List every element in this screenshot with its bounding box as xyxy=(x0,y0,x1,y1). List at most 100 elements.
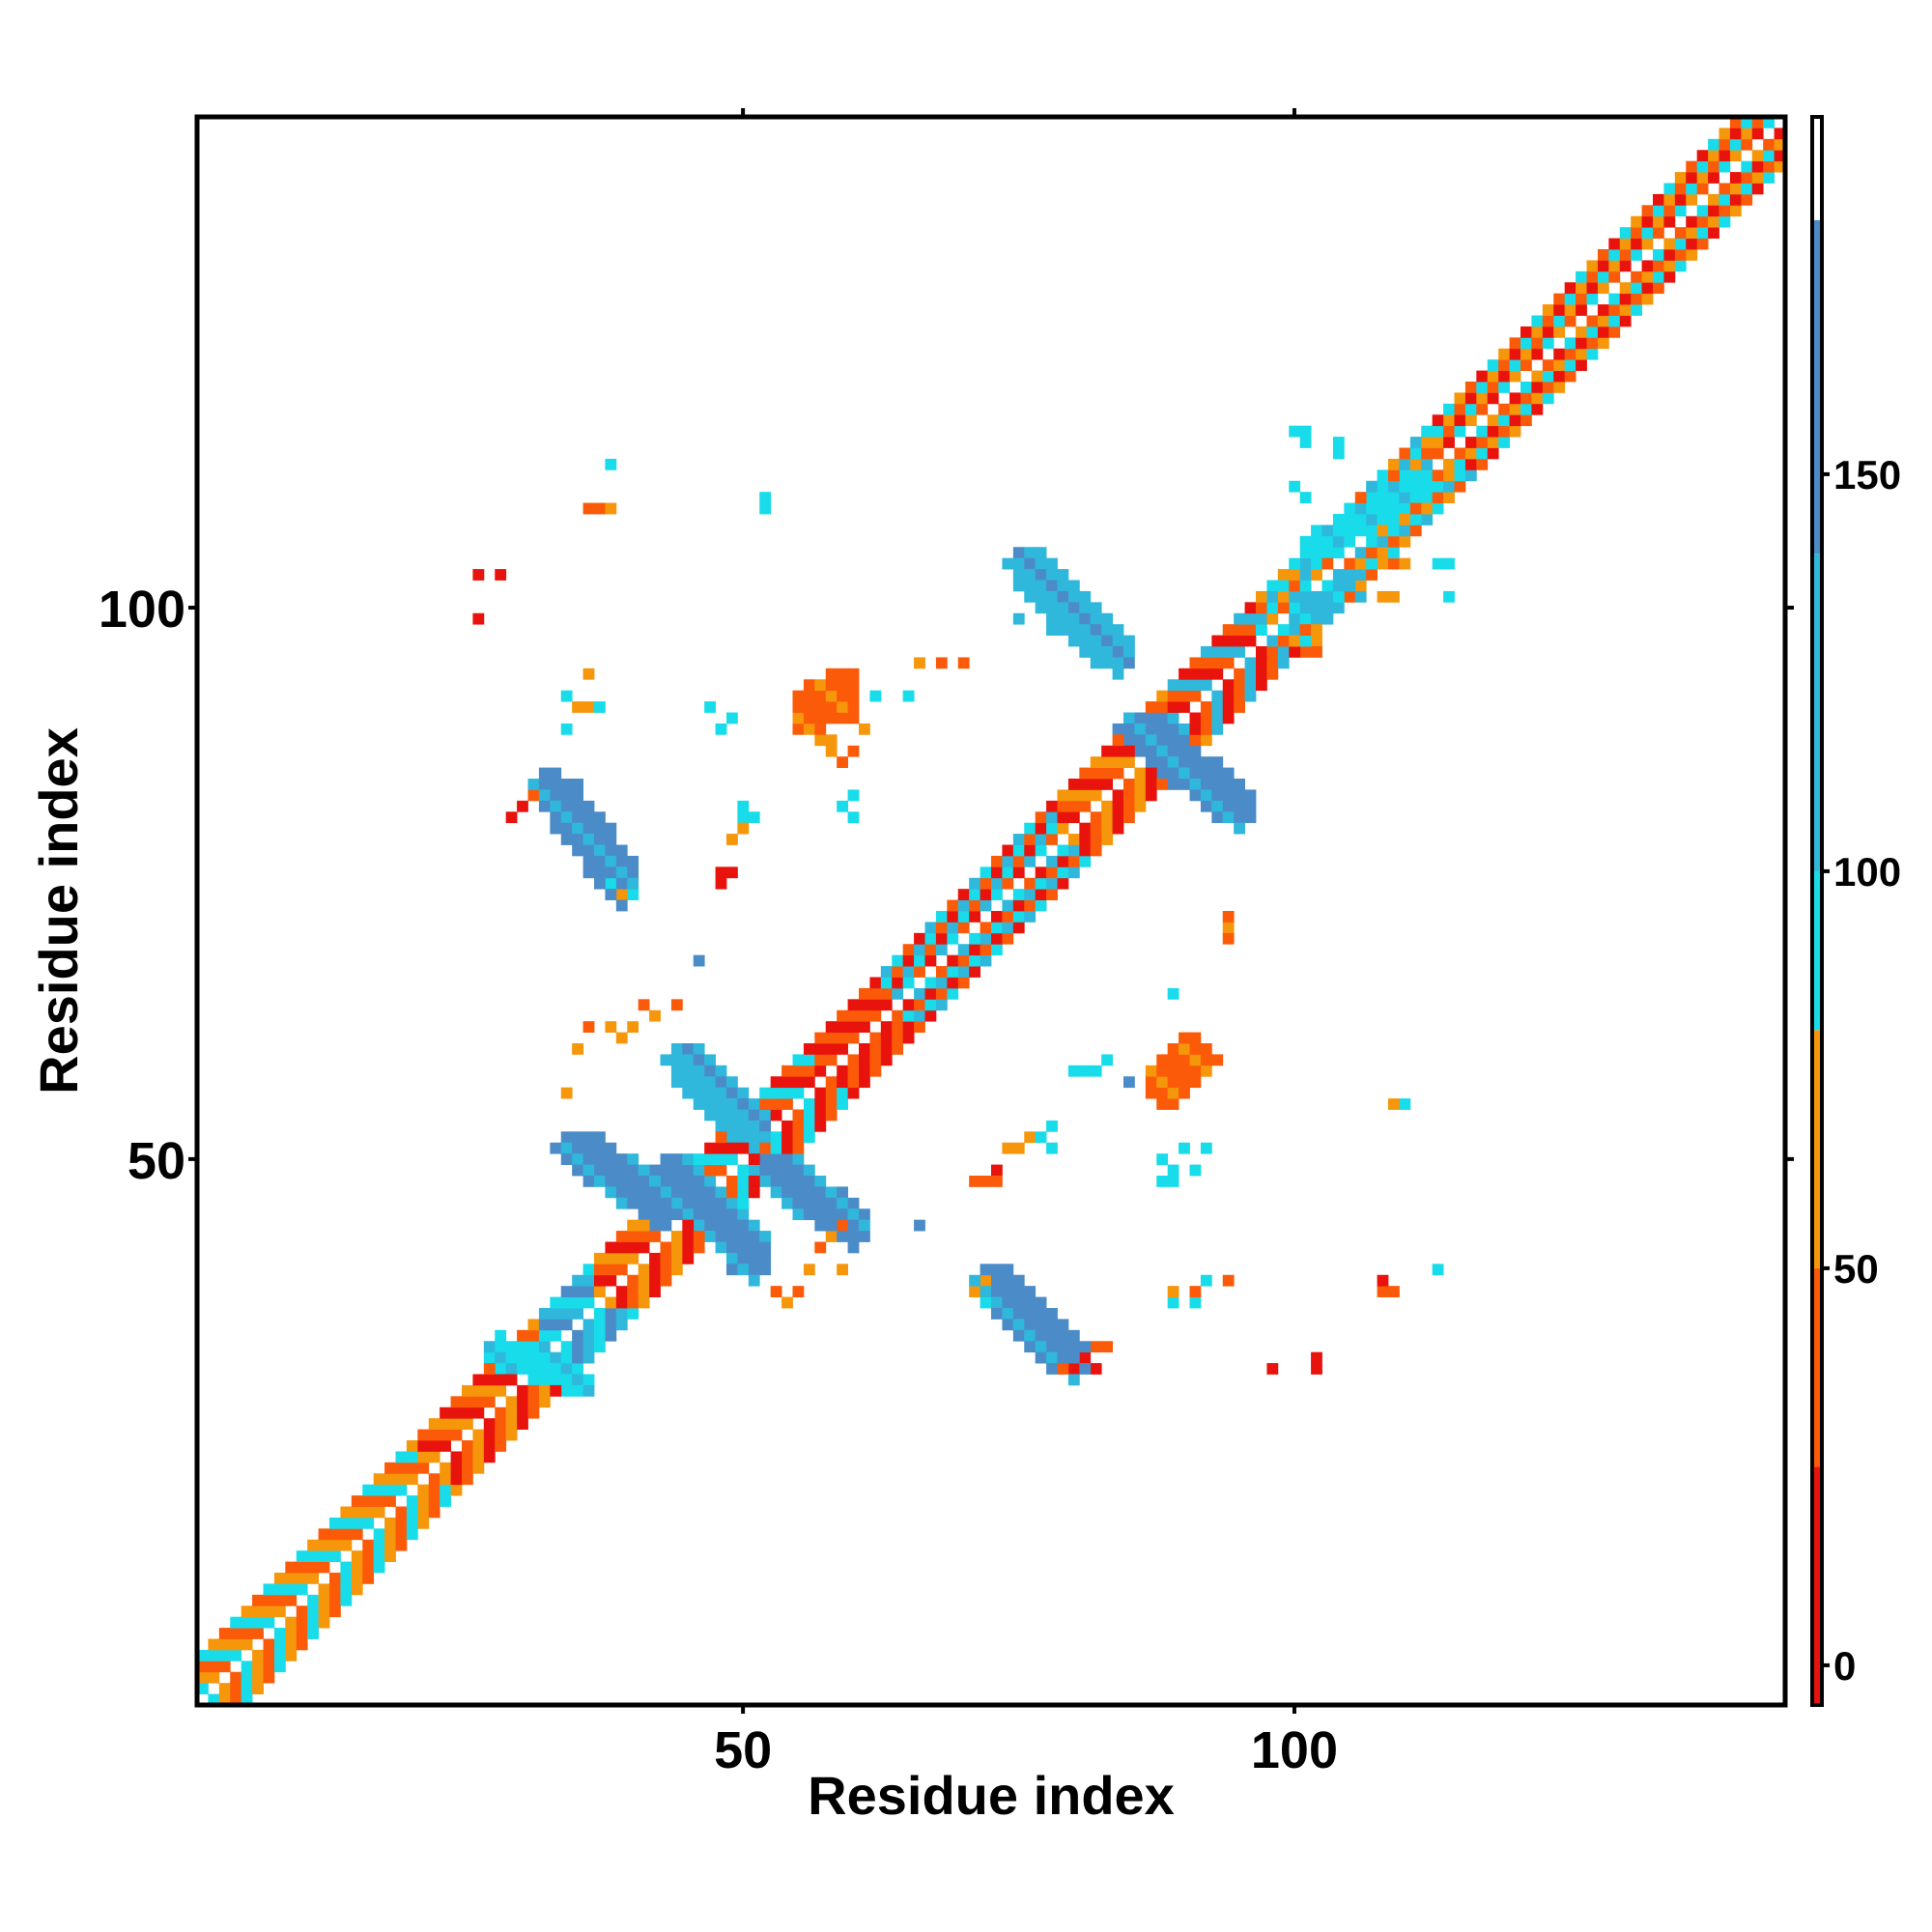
diagonal-cell xyxy=(1112,822,1124,835)
diagonal-cell xyxy=(1631,293,1642,305)
speck-cell xyxy=(1024,1131,1037,1144)
strand-cell xyxy=(527,779,540,790)
diagonal-cell xyxy=(957,889,970,900)
speck-cell xyxy=(1388,557,1400,570)
diagonal-cell xyxy=(1542,337,1554,350)
diagonal-cell xyxy=(649,1274,661,1287)
diagonal-cell xyxy=(1608,315,1621,327)
strand-cell xyxy=(1156,1054,1169,1066)
diagonal-cell xyxy=(1256,657,1267,669)
diagonal-cell xyxy=(1774,128,1786,140)
diagonal-cell xyxy=(318,1561,330,1574)
diagonal-cell xyxy=(440,1484,451,1496)
strand-cell xyxy=(704,1109,716,1122)
diagonal-cell xyxy=(837,1032,848,1044)
speck-cell xyxy=(1432,1264,1444,1276)
diagonal-cell xyxy=(1674,172,1687,184)
strand-cell xyxy=(594,1164,606,1177)
diagonal-cell xyxy=(638,1219,650,1232)
diagonal-cell xyxy=(1653,260,1664,272)
strand-cell xyxy=(1057,1319,1069,1331)
diagonal-cell xyxy=(935,977,948,989)
strand-cell xyxy=(859,1231,870,1242)
diagonal-cell xyxy=(1421,447,1434,460)
diagonal-cell xyxy=(1653,193,1664,206)
speck-cell xyxy=(726,834,738,845)
diagonal-cell xyxy=(1464,403,1477,415)
strand-cell xyxy=(1344,525,1356,537)
diagonal-cell xyxy=(406,1440,418,1452)
diagonal-cell xyxy=(197,1671,209,1684)
diagonal-cell xyxy=(1708,172,1719,184)
strand-cell xyxy=(527,1374,540,1386)
diagonal-cell xyxy=(1123,811,1135,824)
diagonal-cell xyxy=(1134,767,1147,780)
diagonal-cell xyxy=(373,1550,385,1562)
speck-cell xyxy=(1200,1274,1212,1287)
strand-cell xyxy=(726,1264,738,1276)
diagonal-cell xyxy=(329,1583,341,1596)
diagonal-cell xyxy=(1498,403,1510,415)
colorbar-band xyxy=(1812,870,1822,1031)
diagonal-cell xyxy=(880,999,893,1011)
speck-cell xyxy=(1332,447,1345,460)
strand-cell xyxy=(682,1208,695,1221)
diagonal-cell xyxy=(1708,138,1719,151)
diagonal-cell xyxy=(605,1241,617,1254)
diagonal-cell xyxy=(1729,128,1742,140)
strand-cell xyxy=(1377,480,1389,493)
diagonal-cell xyxy=(1123,756,1135,768)
diagonal-cell xyxy=(538,1396,551,1408)
diagonal-cell xyxy=(615,1308,628,1320)
speck-cell xyxy=(1399,557,1411,570)
diagonal-cell xyxy=(1719,193,1731,206)
diagonal-cell xyxy=(869,1032,882,1044)
speck-cell xyxy=(1289,425,1301,438)
speck-cell xyxy=(1179,1142,1190,1154)
diagonal-cell xyxy=(892,966,904,978)
strand-cell xyxy=(1046,1341,1058,1353)
diagonal-cell xyxy=(1112,811,1124,824)
diagonal-cell xyxy=(792,1054,805,1066)
diagonal-cell xyxy=(582,1296,595,1309)
strand-cell xyxy=(1067,1329,1080,1342)
diagonal-cell xyxy=(1674,227,1687,239)
diagonal-cell xyxy=(273,1628,286,1639)
strand-cell xyxy=(605,834,617,845)
diagonal-cell xyxy=(1211,646,1224,658)
strand-cell xyxy=(1046,1351,1058,1364)
strand-cell xyxy=(1046,590,1058,603)
diagonal-cell xyxy=(1509,403,1521,415)
diagonal-cell xyxy=(615,1286,628,1297)
strand-cell xyxy=(670,1076,683,1089)
diagonal-cell xyxy=(1112,789,1124,802)
strand-cell xyxy=(693,1186,705,1199)
diagonal-cell xyxy=(1409,502,1422,515)
strand-cell xyxy=(550,1363,562,1375)
speck-cell xyxy=(1311,635,1322,647)
speck-cell xyxy=(980,1176,992,1187)
strand-cell xyxy=(1057,569,1069,581)
speck-cell xyxy=(1035,1131,1047,1144)
strand-cell xyxy=(1189,756,1202,768)
speck-cell xyxy=(1377,590,1389,603)
strand-cell xyxy=(1079,1341,1092,1353)
speck-cell xyxy=(1046,1120,1058,1132)
diagonal-cell xyxy=(892,954,904,967)
diagonal-cell xyxy=(1388,469,1400,482)
diagonal-cell xyxy=(924,999,937,1011)
strand-cell xyxy=(1289,612,1301,625)
strand-cell xyxy=(605,855,617,867)
diagonal-cell xyxy=(1035,844,1047,857)
diagonal-cell xyxy=(594,1252,606,1264)
strand-cell xyxy=(660,1153,672,1165)
diagonal-cell xyxy=(770,1087,782,1099)
diagonal-cell xyxy=(615,1241,628,1254)
diagonal-cell xyxy=(1763,150,1775,162)
diagonal-cell xyxy=(472,1440,485,1452)
diagonal-cell xyxy=(362,1506,375,1519)
diagonal-cell xyxy=(1211,657,1224,669)
speck-cell xyxy=(1167,987,1179,1000)
strand-cell xyxy=(660,1208,672,1221)
strand-cell xyxy=(704,1219,716,1232)
